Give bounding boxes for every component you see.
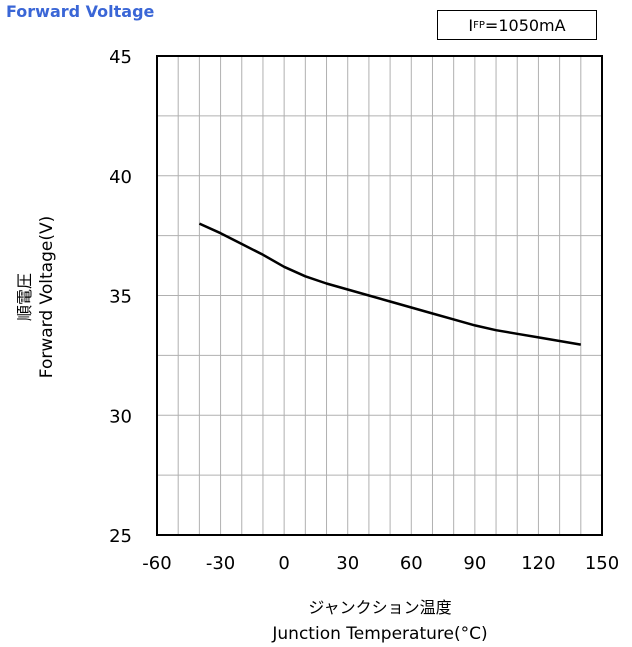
condition-subscript: FP xyxy=(473,19,485,31)
y-axis-label-jp: 順電圧 xyxy=(15,273,34,321)
x-tick-labels: -60 -30 0 30 60 90 120 150 xyxy=(142,553,619,574)
condition-label: I FP =1050mA xyxy=(437,10,597,40)
y-tick-label: 35 xyxy=(109,287,132,308)
series-line xyxy=(198,222,582,346)
x-axis-label: Junction Temperature(°C) xyxy=(271,624,487,644)
x-tick-label: -60 xyxy=(142,553,171,574)
x-tick-label: 0 xyxy=(278,553,289,574)
y-tick-label: 40 xyxy=(109,167,132,188)
grid xyxy=(157,56,602,535)
plot-frame xyxy=(156,55,603,536)
x-tick-label: 120 xyxy=(521,553,555,574)
x-tick-label: 60 xyxy=(400,553,423,574)
condition-value: =1050mA xyxy=(484,15,566,35)
y-tick-label: 30 xyxy=(109,406,132,427)
y-tick-label: 45 xyxy=(109,47,132,68)
x-tick-label: 150 xyxy=(585,553,619,574)
x-axis-label-jp: ジャンクション温度 xyxy=(308,598,451,617)
x-tick-label: 90 xyxy=(463,553,486,574)
y-tick-label: 25 xyxy=(109,526,132,547)
x-tick-label: -30 xyxy=(206,553,235,574)
chart-title: Forward Voltage xyxy=(6,2,155,21)
y-tick-labels: 25 30 35 40 45 xyxy=(109,47,132,547)
y-axis-label: Forward Voltage(V) xyxy=(37,216,57,378)
x-tick-label: 30 xyxy=(336,553,359,574)
condition-symbol: I xyxy=(468,15,474,35)
